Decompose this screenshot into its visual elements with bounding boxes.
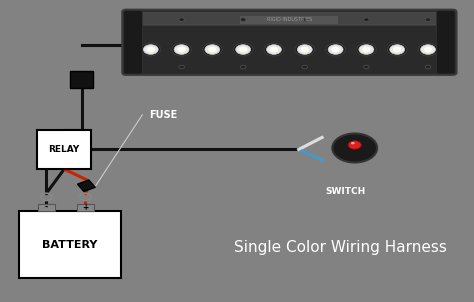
Text: -: - [45,203,48,212]
Circle shape [241,48,246,51]
Circle shape [240,65,246,69]
Circle shape [362,47,371,52]
Text: FUSE: FUSE [149,110,178,120]
Circle shape [348,141,361,149]
Circle shape [266,45,282,54]
FancyBboxPatch shape [37,130,91,169]
Circle shape [141,43,161,56]
Circle shape [302,18,308,21]
Text: RIGID INDUSTRIES: RIGID INDUSTRIES [267,17,312,22]
Circle shape [351,142,355,144]
FancyBboxPatch shape [38,204,55,211]
FancyBboxPatch shape [124,11,142,74]
Circle shape [333,48,338,51]
Circle shape [326,43,346,56]
Circle shape [356,43,376,56]
Circle shape [393,47,401,52]
Circle shape [425,65,431,69]
Circle shape [264,43,284,56]
Circle shape [359,45,374,54]
Circle shape [424,47,432,52]
Circle shape [233,43,253,56]
Circle shape [143,45,158,54]
Circle shape [179,65,184,69]
Circle shape [328,45,343,54]
FancyBboxPatch shape [240,16,338,24]
Text: SWITCH: SWITCH [325,187,365,196]
FancyBboxPatch shape [129,13,449,25]
Circle shape [148,48,153,51]
Circle shape [179,48,184,51]
FancyBboxPatch shape [18,211,121,278]
FancyBboxPatch shape [70,71,93,88]
Circle shape [177,47,186,52]
FancyBboxPatch shape [77,204,94,211]
Text: RELAY: RELAY [48,145,80,154]
Circle shape [390,45,405,54]
Circle shape [239,47,247,52]
Circle shape [302,48,307,51]
Circle shape [172,43,191,56]
Circle shape [210,48,215,51]
Text: Single Color Wiring Harness: Single Color Wiring Harness [234,240,447,255]
Circle shape [395,48,400,51]
Circle shape [387,43,407,56]
Circle shape [236,45,251,54]
Circle shape [240,18,246,21]
Circle shape [208,47,217,52]
Circle shape [146,47,155,52]
FancyBboxPatch shape [77,180,95,191]
Circle shape [420,45,436,54]
Circle shape [364,48,369,51]
Circle shape [270,47,278,52]
Circle shape [302,65,308,69]
Circle shape [426,48,430,51]
Circle shape [331,47,340,52]
Circle shape [202,43,222,56]
Circle shape [295,43,315,56]
Circle shape [272,48,276,51]
Circle shape [418,43,438,56]
Text: +: + [82,203,89,212]
Circle shape [297,45,312,54]
Circle shape [364,65,369,69]
Circle shape [205,45,220,54]
FancyBboxPatch shape [437,11,455,74]
Circle shape [332,133,377,162]
Circle shape [174,45,189,54]
Text: BATTERY: BATTERY [42,239,98,250]
FancyBboxPatch shape [122,10,456,75]
Circle shape [179,18,184,21]
Circle shape [301,47,309,52]
Circle shape [364,18,369,21]
Circle shape [425,18,431,21]
